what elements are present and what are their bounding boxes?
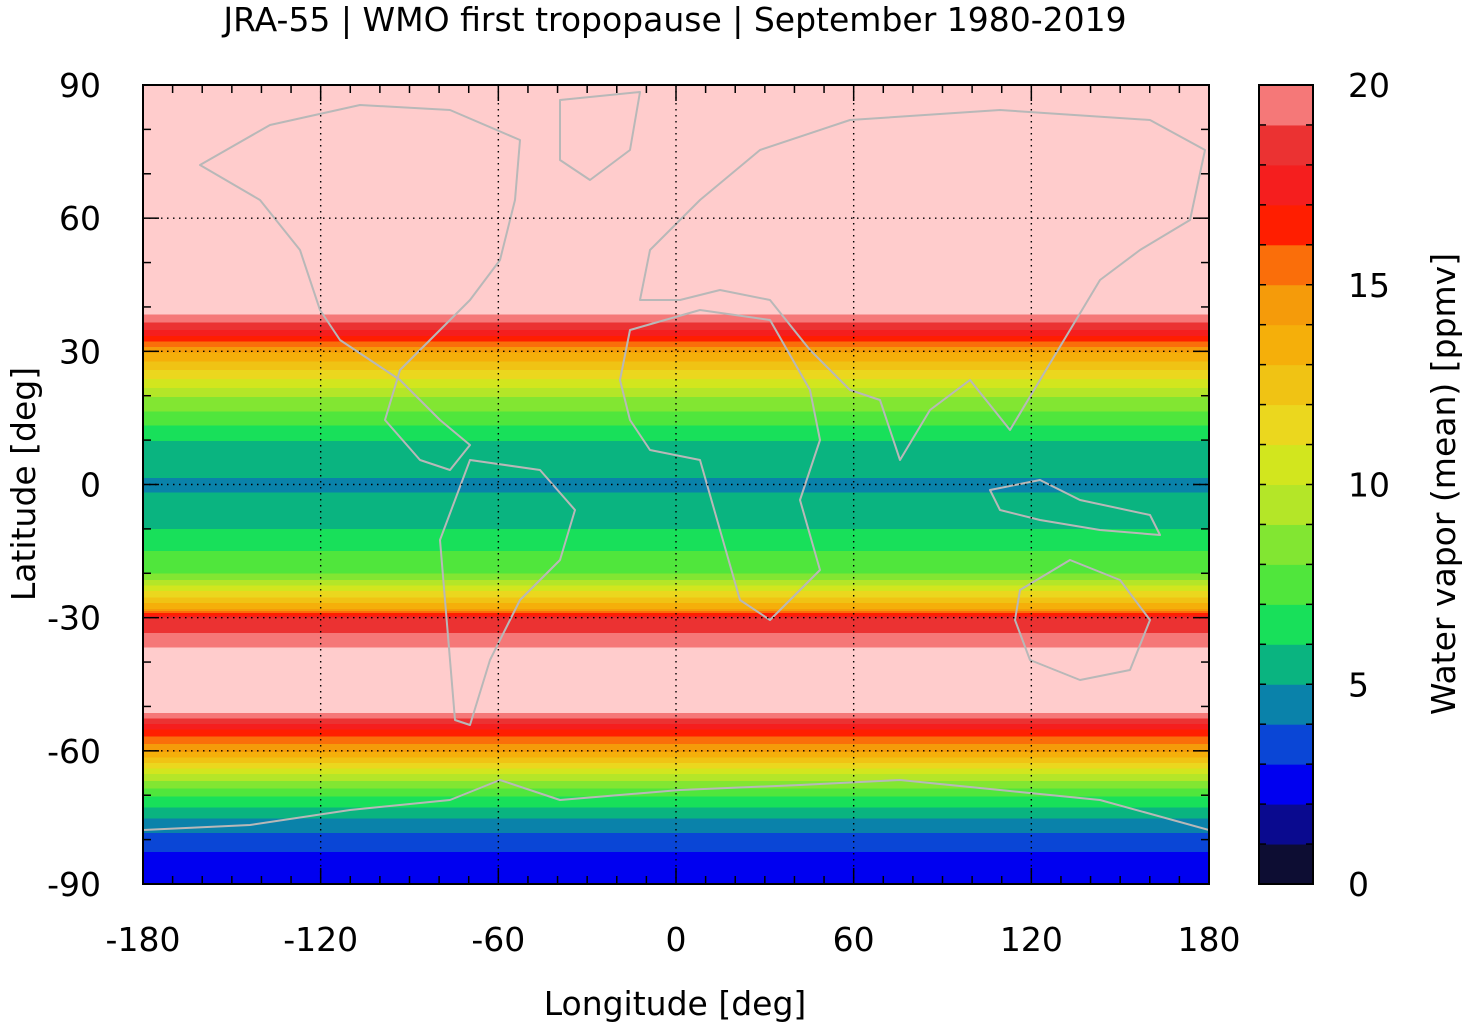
colorbar-segment bbox=[1259, 284, 1313, 326]
y-tick-label: 90 bbox=[59, 66, 101, 105]
x-tick-label: 0 bbox=[666, 920, 687, 959]
colorbar-tick-label: 10 bbox=[1348, 466, 1390, 505]
colorbar-segment bbox=[1259, 564, 1313, 605]
colorbar-tick-label: 0 bbox=[1348, 865, 1369, 904]
colorbar-segment bbox=[1259, 684, 1313, 725]
colorbar-segment bbox=[1259, 204, 1313, 246]
colorbar-segment bbox=[1259, 85, 1313, 126]
colorbar-tick-label: 20 bbox=[1348, 66, 1390, 105]
colorbar bbox=[1259, 85, 1313, 885]
colorbar-segment bbox=[1259, 764, 1313, 805]
coastlines bbox=[143, 91, 1209, 831]
colorbar-segment bbox=[1259, 444, 1313, 485]
colorbar-segment bbox=[1259, 324, 1313, 366]
chart-title: JRA-55 | WMO first tropopause | Septembe… bbox=[221, 0, 1126, 39]
x-axis: -180 -120 -60 0 60 120 180 bbox=[106, 920, 1241, 959]
colorbar-segment bbox=[1259, 124, 1313, 166]
y-tick-label: 60 bbox=[59, 199, 101, 238]
colorbar-segment bbox=[1259, 364, 1313, 406]
colorbar-segment bbox=[1259, 804, 1313, 845]
colorbar-segment bbox=[1259, 524, 1313, 565]
x-tick-label: 180 bbox=[1178, 920, 1241, 959]
y-tick-label: -60 bbox=[47, 732, 101, 771]
x-tick-label: 60 bbox=[833, 920, 875, 959]
x-tick-label: -120 bbox=[283, 920, 358, 959]
x-tick-label: -60 bbox=[471, 920, 525, 959]
y-tick-label: 0 bbox=[80, 466, 101, 505]
coastline-antarctica bbox=[143, 779, 1209, 831]
colorbar-segment bbox=[1259, 484, 1313, 525]
colorbar-segment bbox=[1259, 404, 1313, 446]
x-tick-label: 120 bbox=[1000, 920, 1063, 959]
coastline-africa bbox=[619, 309, 821, 621]
colorbar-segment bbox=[1259, 644, 1313, 685]
coastline-eurasia bbox=[639, 109, 1206, 461]
plot-area bbox=[143, 85, 1209, 884]
colorbar-segment bbox=[1259, 724, 1313, 765]
colorbar-ticks: 0 5 10 15 20 bbox=[1259, 66, 1390, 904]
grid bbox=[143, 85, 1209, 884]
y-tick-label: 30 bbox=[59, 332, 101, 371]
minor-ticks bbox=[143, 85, 1209, 884]
coastline-maritime bbox=[989, 479, 1161, 536]
x-tick-label: -180 bbox=[106, 920, 181, 959]
y-tick-label: -90 bbox=[47, 865, 101, 904]
colorbar-segment bbox=[1259, 164, 1313, 206]
y-axis: -90 -60 -30 0 30 60 90 bbox=[47, 66, 101, 904]
coastline-greenland bbox=[559, 91, 641, 181]
y-tick-label: -30 bbox=[47, 599, 101, 638]
colorbar-tick-label: 5 bbox=[1348, 665, 1369, 704]
coastline-north-america bbox=[199, 104, 521, 471]
colorbar-segment bbox=[1259, 604, 1313, 645]
y-axis-label: Latitude [deg] bbox=[4, 367, 43, 601]
coastline-australia bbox=[1014, 559, 1151, 681]
colorbar-segment bbox=[1259, 244, 1313, 286]
colorbar-label: Water vapor (mean) [ppmv] bbox=[1424, 253, 1463, 715]
x-axis-label: Longitude [deg] bbox=[544, 984, 807, 1023]
colorbar-tick-label: 15 bbox=[1348, 266, 1390, 305]
colorbar-segment bbox=[1259, 844, 1313, 885]
coastline-south-america bbox=[439, 459, 576, 726]
